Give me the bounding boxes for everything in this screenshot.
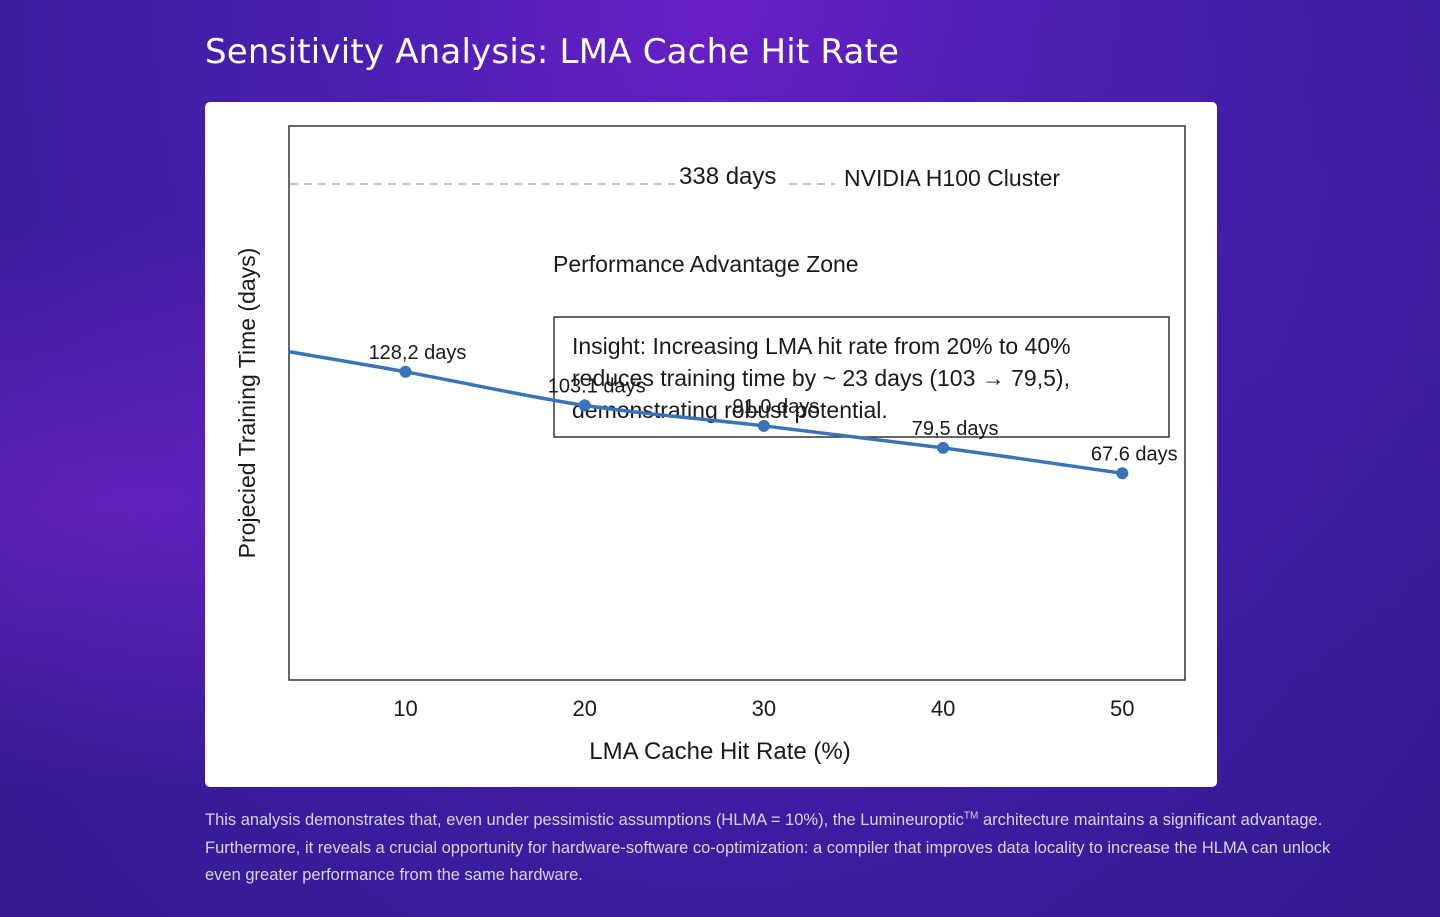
x-tick-labels: 10 20 30 40 50 xyxy=(393,696,1134,721)
baseline-group: 338 days NVIDIA H100 Cluster xyxy=(290,163,1060,191)
x-axis-label: LMA Cache Hit Rate (%) xyxy=(589,738,850,765)
y-axis-label: Projecied Training Time (days) xyxy=(234,248,260,559)
insight-box: Insight: Increasing LMA hit rate from 20… xyxy=(553,316,1170,438)
data-label: 103.1 days xyxy=(548,375,646,397)
x-tick-label: 10 xyxy=(393,696,417,721)
x-tick-label: 40 xyxy=(931,696,955,721)
data-label: 91.0 days xyxy=(733,396,820,418)
insight-line: reduces training time by ~ 23 days (103 … xyxy=(572,365,1070,391)
data-label: 67.6 days xyxy=(1091,443,1178,465)
data-point xyxy=(757,419,770,432)
page-title: Sensitivity Analysis: LMA Cache Hit Rate xyxy=(205,32,900,72)
data-point xyxy=(1116,467,1129,480)
data-points xyxy=(399,365,1129,480)
line-chart: 338 days NVIDIA H100 Cluster Performance… xyxy=(234,125,1186,765)
data-point xyxy=(578,399,591,412)
baseline-value-label: 338 days xyxy=(679,163,776,190)
x-tick-label: 20 xyxy=(572,696,596,721)
x-tick-label: 30 xyxy=(752,696,776,721)
chart-card: 338 days NVIDIA H100 Cluster Performance… xyxy=(205,102,1217,787)
x-tick-label: 50 xyxy=(1110,696,1134,721)
data-point xyxy=(937,441,950,454)
data-point xyxy=(399,365,412,378)
plot-frame xyxy=(288,125,1186,681)
analysis-description: This analysis demonstrates that, even un… xyxy=(205,807,1345,890)
trademark-mark: TM xyxy=(963,810,979,822)
description-text: This analysis demonstrates that, even un… xyxy=(205,811,964,829)
data-label: 128,2 days xyxy=(369,342,467,364)
zone-label: Performance Advantage Zone xyxy=(553,251,859,277)
data-label: 79,5 days xyxy=(912,418,999,440)
insight-box-frame xyxy=(553,316,1170,438)
baseline-name-label: NVIDIA H100 Cluster xyxy=(844,165,1060,191)
description-text-continued: architecture maintains a significant adv… xyxy=(205,811,1331,884)
data-labels: 128,2 days 103.1 days 91.0 days 79,5 days 67… xyxy=(369,342,1178,466)
insight-line: Insight: Increasing LMA hit rate from 20… xyxy=(572,333,1071,359)
